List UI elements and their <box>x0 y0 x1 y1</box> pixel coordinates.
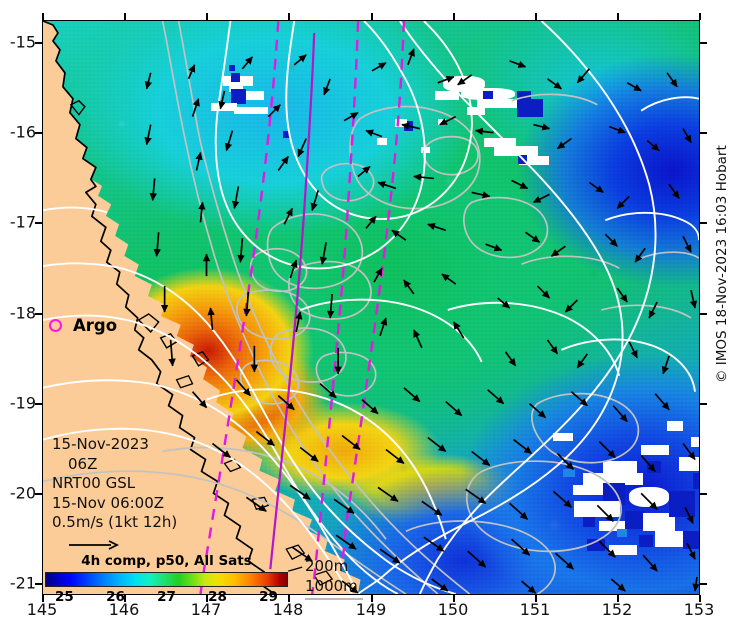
colorbar-tick: 28 <box>208 589 227 605</box>
y-tick-label: -19 <box>9 393 36 413</box>
stamp-hour: 06Z <box>68 454 98 473</box>
product-stamp: 15-Nov-2023 06Z NRT00 GSL 15-Nov 06:00Z … <box>52 435 177 533</box>
argo-legend: Argo <box>49 316 117 335</box>
stamp-model: NRT00 GSL <box>52 474 136 492</box>
map-plot-area[interactable]: Argo 15-Nov-2023 06Z NRT00 GSL 15-Nov 06… <box>42 20 700 595</box>
y-tick-label: -20 <box>9 483 36 503</box>
x-tick-label: 152 <box>601 600 633 619</box>
copyright-credit: © IMOS 18-Nov-2023 16:03 Hobart <box>714 145 730 383</box>
x-tick-label: 149 <box>355 600 387 619</box>
colorbar-tick: 27 <box>157 589 176 605</box>
argo-marker-icon <box>49 319 62 332</box>
stamp-valid-time: 15-Nov 06:00Z <box>52 493 165 512</box>
x-tick-label: 147 <box>190 600 222 619</box>
y-tick-label: -21 <box>9 573 36 593</box>
colorbar-tick-labels: 25 26 27 28 29 <box>45 589 288 607</box>
colorbar-tick: 26 <box>106 589 125 605</box>
colorbar-tick: 25 <box>55 589 74 605</box>
x-tick-label: 146 <box>108 600 140 619</box>
stamp-vector-scale: 0.5m/s (1kt 12h) <box>52 513 178 531</box>
colorbar[interactable]: 4h comp, p50, All Sats 25 26 27 28 29 <box>45 553 288 607</box>
x-tick-label: 150 <box>437 600 469 619</box>
bathy-legend-1000m: 1000m <box>305 577 358 595</box>
colorbar-gradient <box>45 572 288 587</box>
x-tick-label: 151 <box>519 600 551 619</box>
y-tick-label: -16 <box>9 122 36 142</box>
stamp-date: 15-Nov-2023 <box>52 435 149 453</box>
y-tick-label: -18 <box>9 303 36 323</box>
argo-legend-label: Argo <box>73 316 118 335</box>
y-tick-label: -17 <box>9 212 36 232</box>
x-tick-label: 148 <box>272 600 304 619</box>
bathy-legend-rule <box>305 598 363 600</box>
x-tick-label: 153 <box>683 600 715 619</box>
colorbar-tick: 29 <box>259 589 278 605</box>
x-tick-label: 145 <box>26 600 58 619</box>
colorbar-title: 4h comp, p50, All Sats <box>81 553 252 569</box>
bathy-legend-200m: 200m <box>305 557 349 575</box>
bathymetry-legend: 200m 1000m <box>305 556 363 600</box>
vector-scale-arrow-icon <box>69 540 120 550</box>
y-tick-label: -15 <box>9 32 36 52</box>
